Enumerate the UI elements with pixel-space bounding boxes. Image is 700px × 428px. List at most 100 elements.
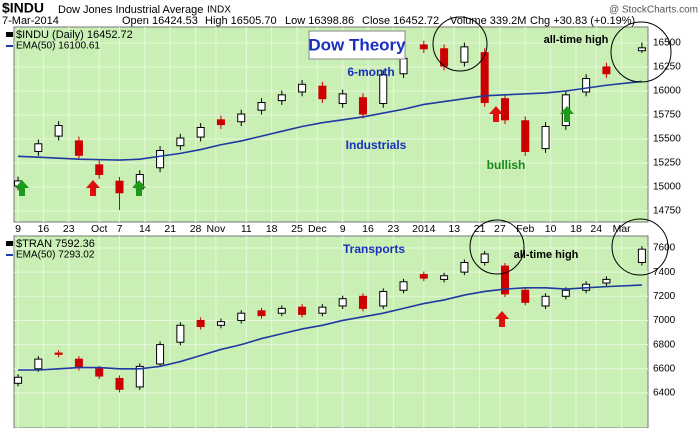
candle-body (176, 324, 185, 343)
panels: 9 16 23 Oct 7 14 21 28 Nov 11 18 25 Dec 9 16 23 2014 13 21… (6, 26, 681, 428)
candle-body (298, 83, 307, 93)
x-tick-label: 24 (590, 223, 602, 235)
candle-body (115, 377, 124, 390)
x-tick-label: 21 (164, 223, 176, 235)
legend-label: EMA(50) 7293.02 (16, 250, 95, 261)
x-tick-label: Oct (91, 223, 107, 235)
annotation: all-time high (514, 249, 579, 261)
annotation: Industrials (346, 138, 407, 152)
y-tick-label: 7000 (653, 315, 676, 326)
quote-item: Open 16424.53 (122, 15, 198, 27)
y-tick-label: 7400 (653, 267, 676, 278)
x-tick-label: 21 (474, 223, 486, 235)
x-tick-label: 28 (190, 223, 202, 235)
date: 7-Mar-2014 (2, 15, 59, 27)
candle-body (480, 253, 489, 263)
candle-body (358, 97, 367, 115)
candle-body (480, 52, 489, 104)
candle-body (419, 44, 428, 50)
red-arrows (86, 106, 509, 327)
candle-body (521, 120, 530, 152)
circle (611, 218, 669, 276)
x-tick-label: 11 (241, 223, 252, 235)
overlay (15, 16, 672, 327)
candle-body (338, 93, 347, 104)
green-arrows (15, 106, 574, 196)
candle-body (257, 310, 266, 317)
quote-item: Volume 339.2M (450, 15, 526, 27)
y-tick-label: 15500 (653, 134, 681, 145)
candle-body (34, 143, 43, 152)
y-tick-label: 6800 (653, 339, 676, 350)
ema-line (18, 80, 642, 161)
candle-body (216, 119, 225, 126)
candle-body (602, 66, 611, 75)
quote-item: High 16505.70 (205, 15, 277, 27)
candle-body (500, 98, 509, 121)
y-tick-label: 7600 (653, 243, 676, 254)
candle-body (541, 126, 550, 150)
x-tick-label: Mar (613, 223, 632, 235)
candle-body (637, 47, 646, 52)
candle-body (54, 352, 63, 355)
plot-background (13, 235, 649, 428)
candle-body (338, 298, 347, 307)
legend-label: $INDU (Daily) 16452.72 (16, 29, 133, 41)
candle-body (318, 306, 327, 314)
x-tick-label: 16 (362, 223, 374, 235)
annotation: Dow Theory (308, 35, 406, 54)
annotation: 6-month (347, 65, 394, 79)
x-tick-label: 9 (15, 223, 21, 235)
x-tick-label: 14 (139, 223, 151, 235)
circle (610, 21, 672, 83)
site: @ StockCharts.com (609, 5, 698, 16)
circle (469, 219, 525, 275)
annotation: Transports (343, 242, 405, 256)
x-tick-label: 23 (63, 223, 75, 235)
candle-body (257, 102, 266, 111)
candle-body (176, 137, 185, 147)
y-tick-label: 16500 (653, 38, 681, 49)
candle-body (460, 261, 469, 273)
symbol: $INDU (2, 0, 44, 16)
candle-body (34, 358, 43, 370)
candle-body (277, 94, 286, 102)
quote-item: Close 16452.72 (362, 15, 439, 27)
candle-body (561, 289, 570, 297)
panel: 6400 6600 6800 7000 7200 7400 7600 $TRAN 7592.3… (6, 235, 676, 428)
candle-body (237, 312, 246, 321)
candle-body (460, 46, 469, 63)
candle-body (500, 265, 509, 295)
candle-body (14, 376, 23, 384)
title-box (308, 30, 406, 60)
x-tick-label: 18 (570, 223, 582, 235)
x-tick-label: 25 (291, 223, 303, 235)
annotation: bullish (487, 158, 526, 172)
x-tick-label: Feb (516, 223, 534, 235)
x-tick-label: 27 (494, 223, 506, 235)
candle-body (115, 180, 124, 194)
security-name: Dow Jones Industrial Average (58, 4, 203, 16)
y-tick-label: 6600 (653, 363, 676, 374)
candle-body (379, 74, 388, 104)
candle-body (318, 85, 327, 100)
candle-body (54, 125, 63, 137)
candle-body (156, 344, 165, 365)
x-tick-label: 7 (117, 223, 123, 235)
candle-body (298, 306, 307, 315)
x-tick-label: 10 (545, 223, 557, 235)
candle-body (419, 274, 428, 279)
x-tick-label: 2014 (412, 223, 436, 235)
candle-body (95, 164, 104, 175)
y-tick-label: 15250 (653, 158, 681, 169)
legend-swatch (6, 241, 13, 246)
candle-body (74, 358, 83, 369)
quote-row: Open 16424.53 High 16505.70 Low 16398.86 Cl… (122, 15, 635, 27)
candle-body (156, 150, 165, 169)
x-tick-label: Dec (308, 223, 327, 235)
candle-body (399, 57, 408, 75)
candle-body (277, 307, 286, 314)
candle-body (602, 278, 611, 284)
x-tick-label: 18 (266, 223, 278, 235)
